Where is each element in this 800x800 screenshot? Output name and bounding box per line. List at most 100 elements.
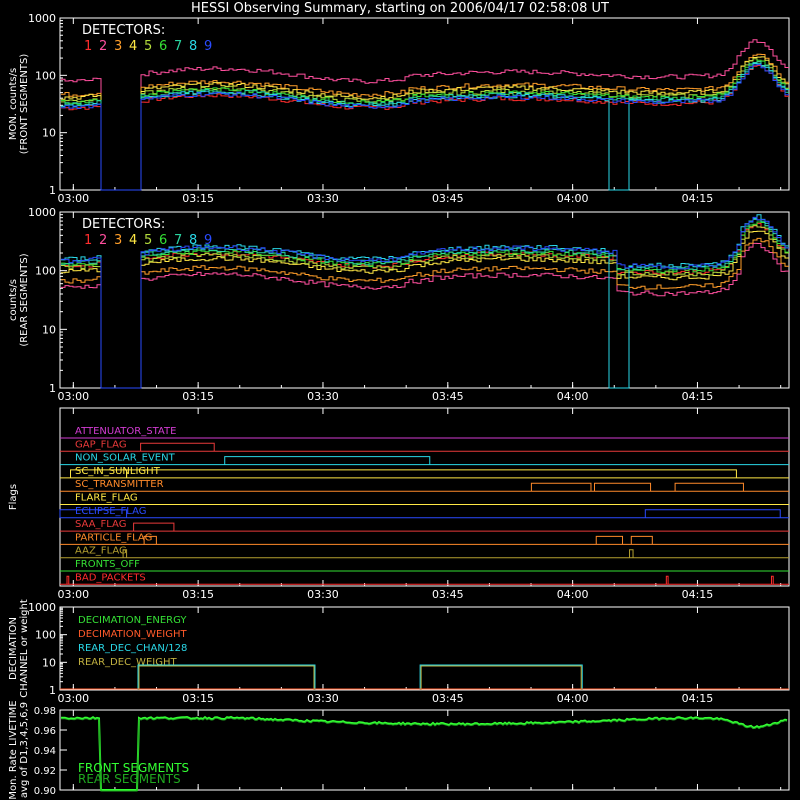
detector-8-line [61,214,789,389]
y-tick-label: 0.90 [34,786,56,797]
x-tick-label: 03:30 [307,390,339,403]
panel-flags-frame [59,407,790,587]
y-axis-label: (REAR SEGMENTS) [19,253,30,346]
flag-label: NON_SOLAR_EVENT [75,453,176,464]
flag-segment [133,522,175,532]
detectors-legend-title: DETECTORS: [82,217,165,232]
flag-segment [629,549,634,558]
x-tick-label: 03:15 [182,390,214,403]
flag-segment [66,575,70,585]
flag-segment [140,442,215,452]
flag-segment [59,509,128,518]
detector-legend-6: 6 [159,39,167,54]
flag-segment [126,469,737,478]
flag-segment [770,575,774,585]
x-tick-label: 03:15 [182,192,214,205]
detector-8-line [61,62,789,191]
y-tick-label: 1 [49,684,56,697]
y-tick-label: 1 [49,382,56,395]
panel-decimation: 1 10 100 1000 03:00 03:15 03:30 03:45 04:00 04:15… [8,599,790,705]
x-tick-label: 03:45 [432,588,464,601]
decimation-legend-item: DECIMATION_WEIGHT [78,629,187,640]
flag-segment [122,549,128,558]
flag-label: AAZ_FLAG [75,546,127,557]
flag-segment [595,535,624,545]
x-tick-label: 03:15 [182,588,214,601]
y-axis-label: DECIMATION [8,617,19,680]
y-tick-label: 0.92 [34,766,56,777]
detector-legend-6: 6 [159,233,167,248]
detector-legend-7: 7 [174,39,182,54]
panel-decimation-frame [59,606,790,691]
panel-rear: 1 10 100 1000 03:00 03:15 03:30 03:45 04:00 04:15… [8,206,790,403]
x-tick-label: 03:30 [307,192,339,205]
x-tick-label: 04:15 [682,192,714,205]
flag-segment [644,509,781,518]
detector-legend-1: 1 [84,39,92,54]
detector-legend-9: 9 [204,233,212,248]
panel-front-frame [59,17,790,191]
y-axis-label: counts/s [8,279,19,321]
detectors-legend-title: DETECTORS: [82,23,165,38]
y-tick-label: 100 [35,265,56,278]
detector-legend-5: 5 [144,39,152,54]
x-tick-label: 04:15 [682,588,714,601]
decimation-legend-item: DECIMATION_ENERGY [78,615,187,626]
x-tick-label: 03:00 [57,192,89,205]
x-tick-label: 03:30 [307,588,339,601]
figure-title: HESSI Observing Summary, starting on 200… [191,1,609,16]
rear-dec-weight-line [138,665,315,690]
x-tick-label: 03:45 [432,390,464,403]
y-tick-label: 0.96 [34,726,56,737]
x-tick-label: 03:45 [432,692,464,705]
y-axis-label: MON. counts/s [8,68,19,140]
x-tick-label: 04:00 [557,692,589,705]
detector-legend-2: 2 [99,39,107,54]
rear-livetime-line [60,717,788,792]
detector-7-line [61,61,789,191]
x-tick-label: 04:00 [557,192,589,205]
detector-1-line [61,65,789,191]
flag-label: FRONTS_OFF [75,559,140,570]
detector-legend-3: 3 [114,233,122,248]
flag-label: GAP_FLAG [75,439,127,450]
decimation-legend-item: REAR_DEC_WEIGHT [78,657,177,668]
x-tick-label: 03:45 [432,192,464,205]
flag-segment [593,482,652,492]
detector-4-line [61,56,789,191]
detector-4-line [61,230,789,389]
detector-5-line [61,224,789,389]
y-tick-label: 100 [35,69,56,82]
rear-dec-weight-line [420,665,582,690]
detector-legend-2: 2 [99,233,107,248]
y-tick-label: 1 [49,184,56,197]
y-tick-label: 1000 [28,12,56,25]
x-tick-label: 04:00 [557,390,589,403]
detector-6-line [61,59,789,191]
flag-label: BAD_PACKETS [75,572,146,583]
detector-legend-8: 8 [189,233,197,248]
panel-livetime: Mon. Rate LIVETIME avg of D1,3,4,5,6,9 0.9… [8,700,790,800]
livetime-legend-item: REAR SEGMENTS [78,772,181,786]
flag-segment [665,575,669,585]
detector-legend-9: 9 [204,39,212,54]
detector-9-line [61,216,789,389]
flag-label: SC_TRANSMITTER [75,479,164,490]
y-axis-label: Flags [8,484,19,510]
y-axis-label: avg of D1,3,4,5,6,9 [19,702,30,798]
y-tick-label: 10 [42,127,56,140]
detector-legend-4: 4 [129,39,137,54]
flag-label: FLARE_FLAG [75,493,138,504]
flag-segment [674,482,744,492]
flag-label: ATTENUATOR_STATE [75,426,176,437]
x-tick-label: 03:30 [307,692,339,705]
flag-segment [224,456,431,465]
panel-flags: 03:00 03:15 03:30 03:45 04:00 04:15 Flags ATTEN… [8,407,790,601]
decimation-legend-item: REAR_DEC_CHAN/128 [78,643,187,654]
y-tick-label: 0.98 [34,706,56,717]
y-tick-label: 0.94 [34,746,56,757]
detector-legend-1: 1 [84,233,92,248]
flag-label: SAA_FLAG [75,519,126,530]
detector-7-line [61,218,789,389]
flag-segment [630,535,653,545]
